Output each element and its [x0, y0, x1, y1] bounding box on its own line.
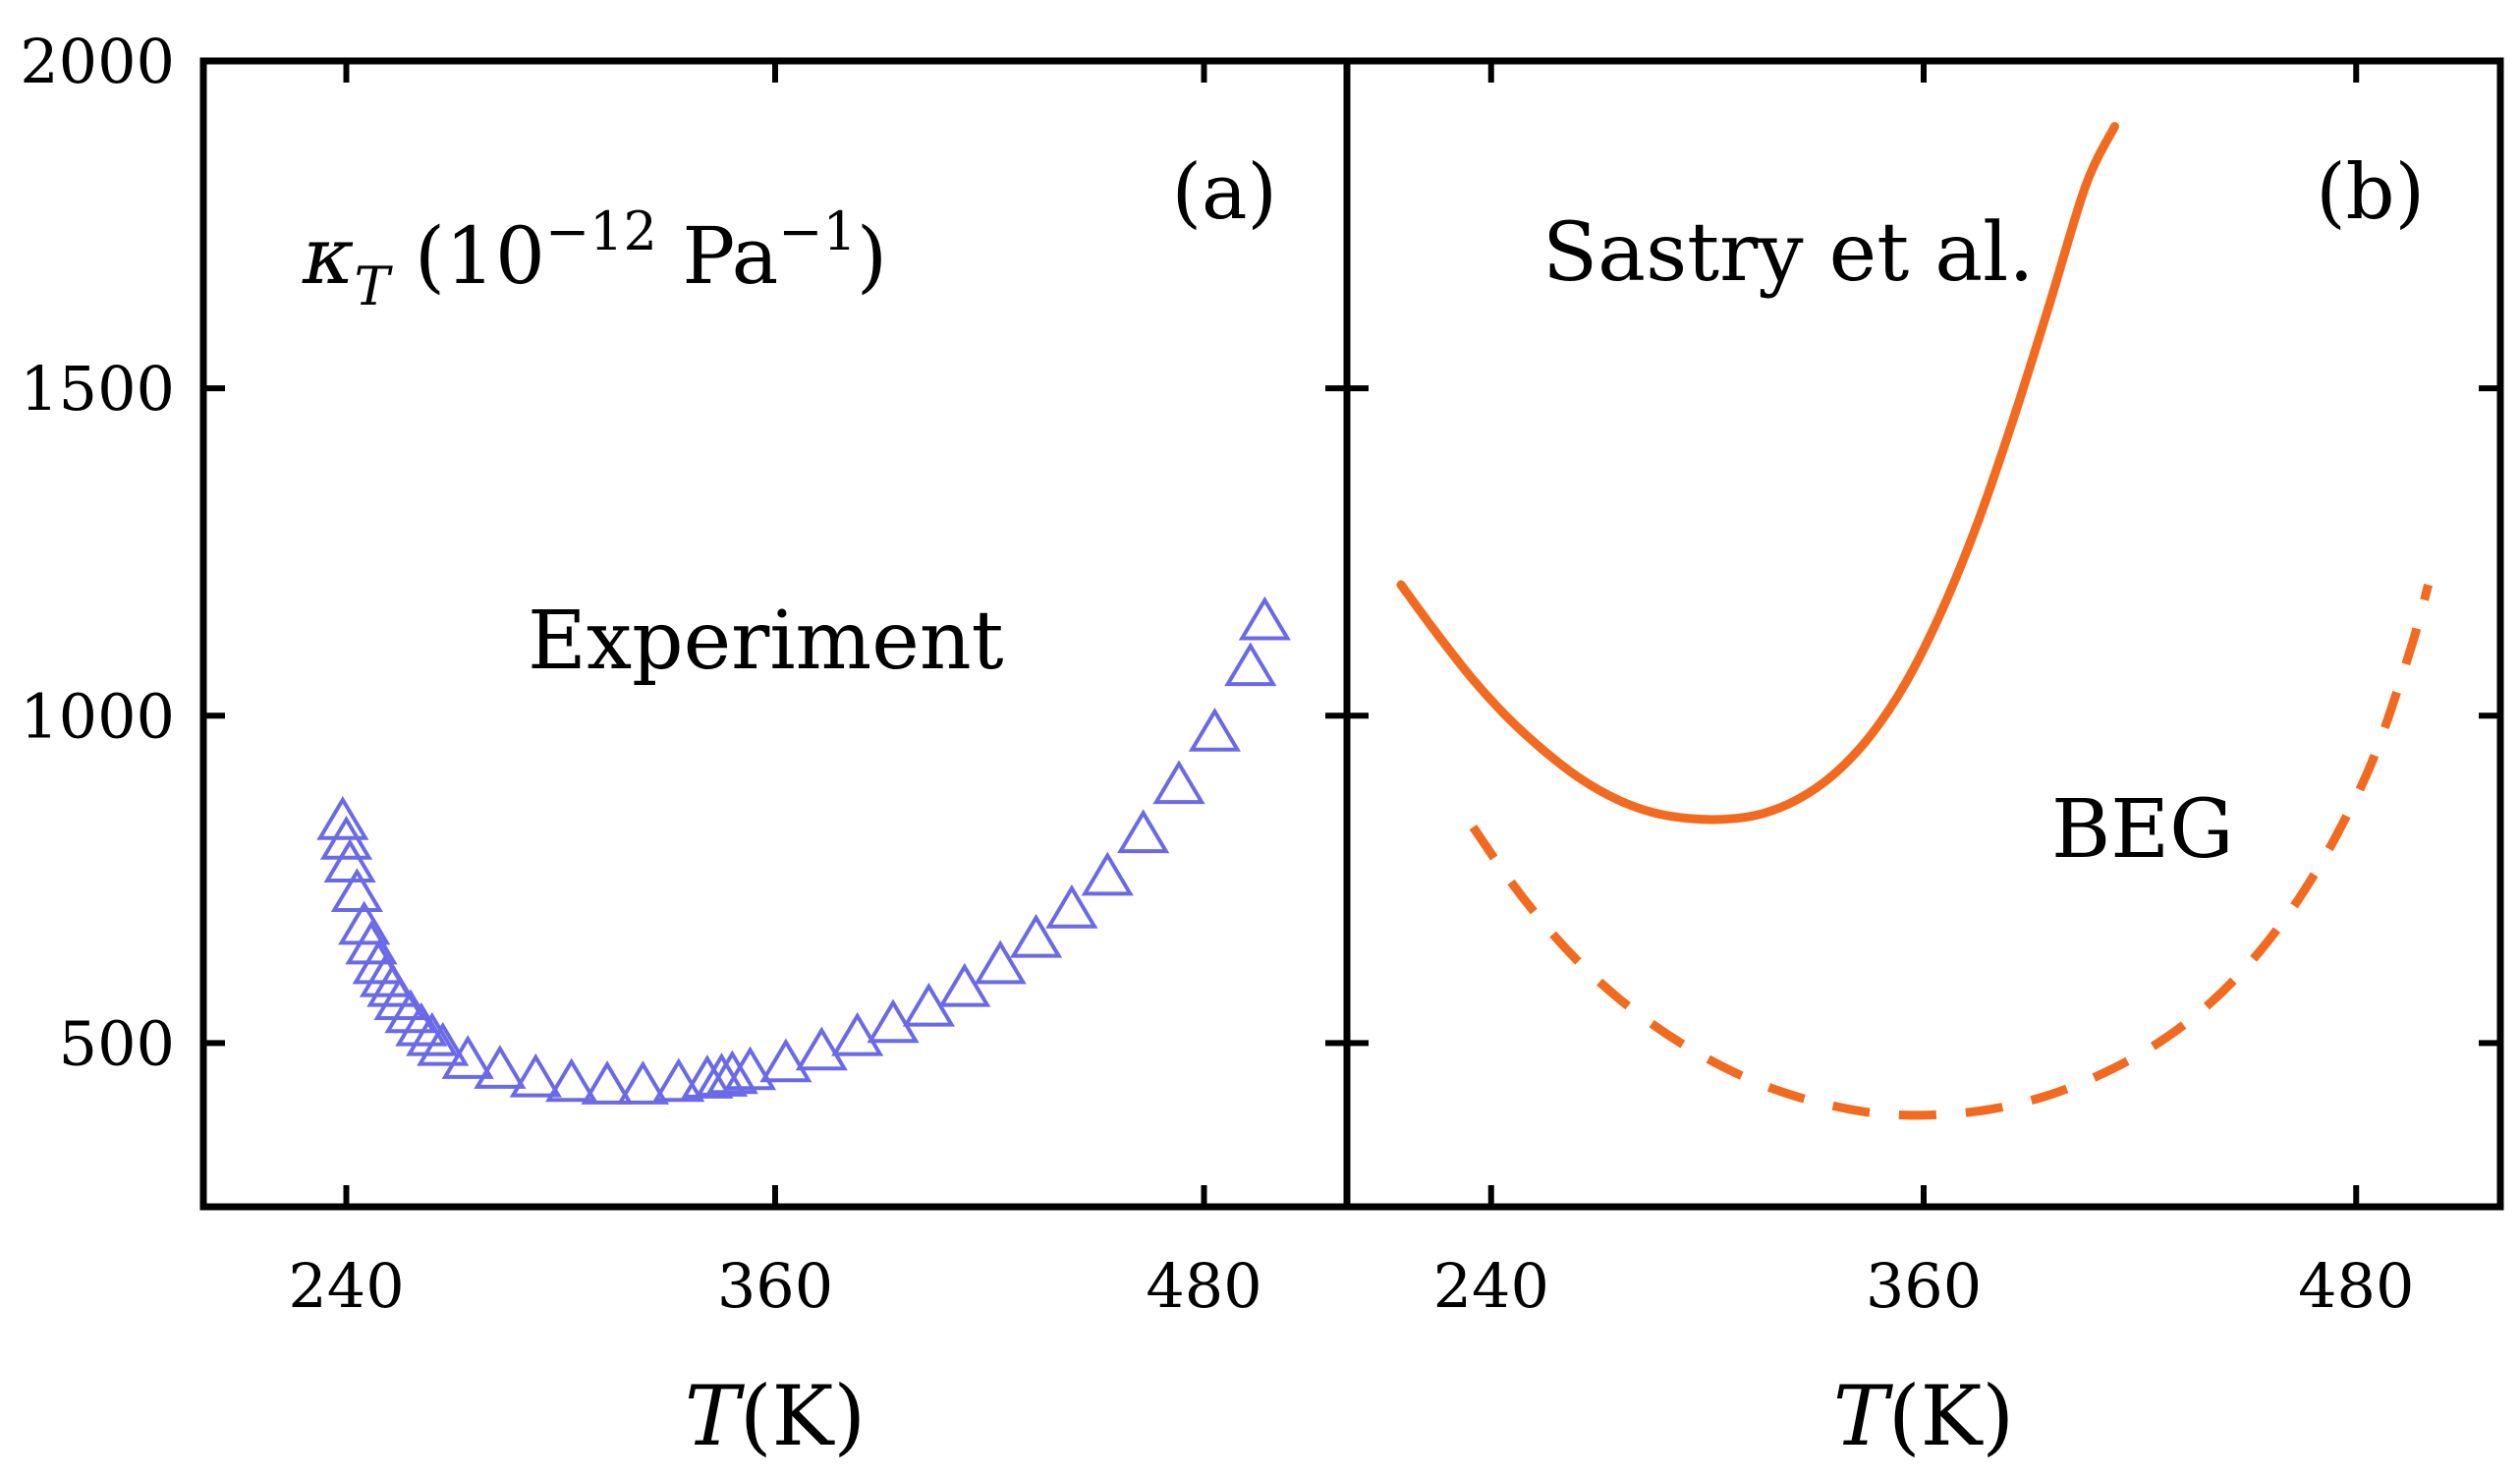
experiment-point [759, 1038, 812, 1083]
panel-a-x-tick-labels: 240 360 480 [288, 1250, 1261, 1322]
experiment-annotation: Experiment [528, 595, 1004, 688]
x-tick-label: 240 [1433, 1250, 1549, 1322]
x-axis-symbol: T [1833, 1368, 1894, 1464]
y-axis-symbol: κ [302, 210, 354, 302]
experiment-point [384, 989, 437, 1034]
experiment-point [581, 1060, 634, 1105]
experiment-point [406, 1011, 459, 1056]
experiment-point [1009, 913, 1063, 958]
x-tick-label: 240 [288, 1250, 404, 1322]
experiment-point [395, 1001, 448, 1047]
y-axis-exponent: −12 [545, 200, 657, 262]
x-tick-label: 360 [1866, 1250, 1982, 1322]
x-tick-label: 360 [717, 1250, 833, 1322]
experiment-point [1117, 809, 1170, 854]
experiment-point [652, 1057, 705, 1103]
experiment-point [616, 1060, 670, 1105]
y-tick-label: 1500 [20, 353, 175, 425]
experiment-point [417, 1021, 470, 1066]
y-tick-label: 500 [59, 1007, 175, 1079]
experiment-point [1224, 642, 1277, 687]
experiment-point [1045, 883, 1098, 929]
y-tick-label: 2000 [20, 26, 175, 97]
panel-a-x-axis-title: T(K) [685, 1368, 866, 1464]
panel-b-x-tick-labels: 240 360 480 [1433, 1250, 2415, 1322]
y-axis-unit-exponent: −1 [778, 200, 857, 262]
experiment-point [323, 838, 376, 883]
panel-a-ticks [203, 58, 1369, 1207]
experiment-point [441, 1035, 494, 1079]
x-tick-label: 480 [1146, 1250, 1261, 1322]
sastry-curve [1396, 122, 2119, 825]
experiment-point [867, 998, 920, 1044]
x-axis-symbol: T [685, 1368, 746, 1464]
y-axis-open: (10 [390, 210, 545, 302]
experiment-series [316, 596, 1291, 1105]
beg-annotation: BEG [2051, 783, 2234, 877]
experiment-point [938, 962, 991, 1007]
experiment-point [330, 868, 384, 913]
experiment-point [705, 1050, 758, 1095]
panel-b-label: (b) [2316, 148, 2425, 237]
experiment-point [1081, 851, 1134, 896]
panel-a-label: (a) [1172, 148, 1277, 237]
experiment-point [1238, 596, 1291, 641]
x-axis-unit: (K) [1888, 1368, 2014, 1464]
experiment-point [319, 815, 373, 860]
experiment-point [373, 976, 426, 1020]
experiment-point [1188, 708, 1242, 752]
y-axis-close: ) [857, 210, 887, 302]
x-tick-label: 480 [2298, 1250, 2414, 1322]
x-axis-unit: (K) [740, 1368, 866, 1464]
y-tick-label: 1000 [20, 680, 175, 752]
y-axis-title: κT (10−12 Pa−1) [302, 200, 887, 317]
y-axis-unit: Pa [657, 210, 778, 302]
experiment-point [723, 1046, 777, 1091]
experiment-point [338, 900, 391, 945]
experiment-point [1152, 760, 1205, 805]
y-axis-subscript: T [354, 256, 393, 317]
experiment-point [474, 1045, 527, 1089]
panel-b-ticks [1487, 58, 2500, 1207]
experiment-point [345, 920, 398, 965]
experiment-point [509, 1053, 562, 1098]
experiment-point [545, 1057, 598, 1103]
experiment-point [974, 939, 1027, 985]
experiment-point [316, 795, 369, 840]
experiment-point [831, 1011, 884, 1056]
experiment-point [795, 1026, 848, 1071]
panel-b-x-axis-title: T(K) [1833, 1368, 2014, 1464]
beg-curve [1469, 583, 2433, 1120]
y-tick-labels: 500 1000 1500 2000 [20, 26, 175, 1079]
sastry-annotation: Sastry et al. [1542, 206, 2034, 300]
